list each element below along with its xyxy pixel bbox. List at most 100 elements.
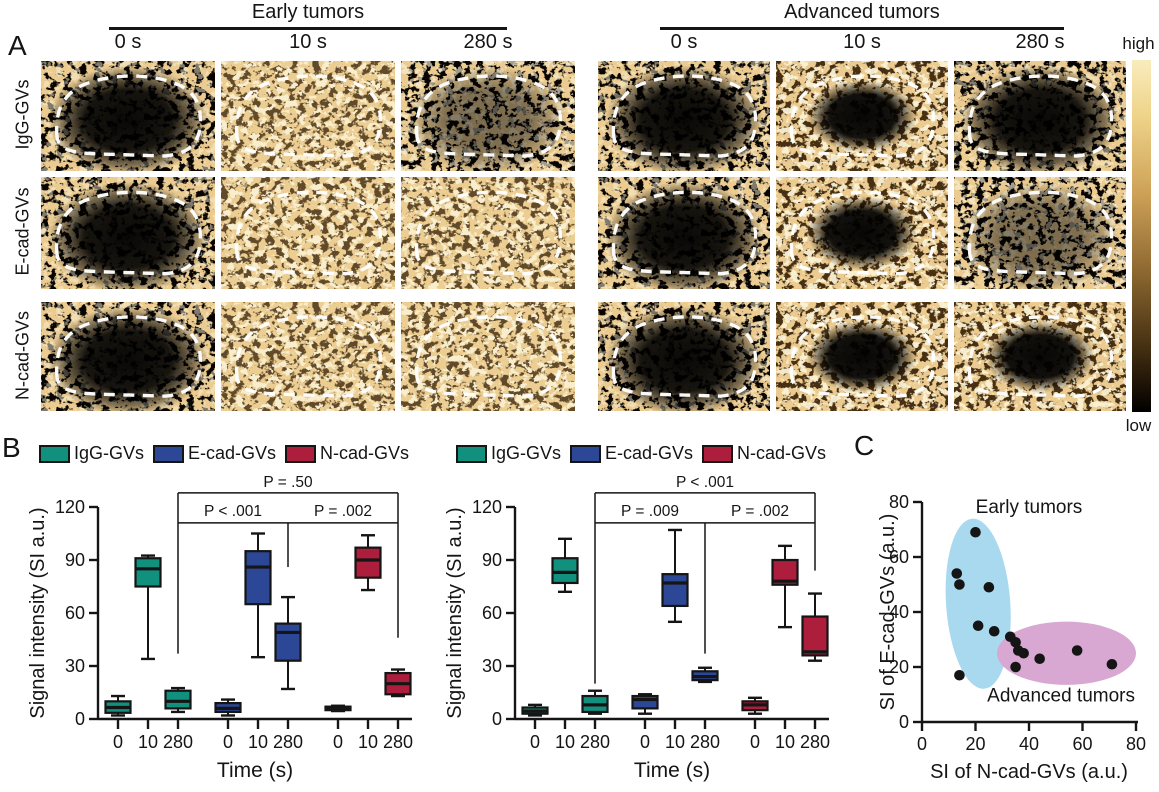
- time-label: 0 s: [670, 31, 698, 53]
- data-point: [954, 669, 965, 681]
- data-point: [954, 579, 965, 590]
- x-tick-label: 280: [800, 732, 830, 752]
- legend-item: IgG-GVs: [455, 443, 561, 464]
- ultrasound-image: [41, 61, 215, 171]
- p-value-label: P < .001: [676, 474, 734, 491]
- x-tick-label: 10: [248, 732, 268, 752]
- tumor-outline: [967, 74, 1114, 158]
- data-point: [988, 625, 1000, 637]
- y-tick-label: 40: [889, 602, 909, 622]
- tumor-outline: [234, 74, 383, 158]
- x-tick-label: 0: [113, 732, 123, 752]
- cluster-label: Advanced tumors: [987, 685, 1135, 706]
- row-label: E-cad-GVs: [12, 187, 33, 276]
- x-tick-label: 0: [917, 734, 927, 754]
- y-axis-label: Signal intensity (SI a.u.): [27, 507, 49, 718]
- x-tick-label: 0: [640, 732, 650, 752]
- p-value-label: P < .001: [204, 503, 262, 520]
- legend-label: E-cad-GVs: [187, 443, 277, 463]
- data-point: [972, 620, 984, 632]
- y-tick-label: 60: [482, 603, 502, 623]
- ultrasound-image: [776, 177, 948, 289]
- y-tick-label: 60: [65, 603, 85, 623]
- group-header-line: [660, 27, 1064, 30]
- box-whisker: [521, 703, 549, 717]
- panel-b-label: B: [2, 432, 21, 463]
- legend-swatch: [152, 444, 184, 463]
- ultrasound-image: [598, 302, 770, 411]
- y-tick-label: 120: [55, 497, 85, 517]
- ultrasound-image: [954, 61, 1126, 171]
- x-tick-label: 0: [333, 732, 343, 752]
- y-tick-label: 80: [889, 492, 909, 512]
- x-tick-label: 10: [775, 732, 795, 752]
- data-point: [951, 568, 963, 579]
- group-header-line: [109, 27, 507, 30]
- y-tick-label: 20: [889, 657, 909, 677]
- x-tick-label: 20: [965, 734, 985, 754]
- box-whisker: [384, 668, 412, 698]
- legend-item: N-cad-GVs: [702, 443, 826, 464]
- ultrasound-image: [221, 61, 395, 171]
- box-whisker: [274, 595, 302, 691]
- legend-item: IgG-GVs: [38, 443, 144, 464]
- time-label: 280 s: [1015, 31, 1065, 53]
- scatter-plot: 0 20 40 60 80 0 20 40 60 80 SI of N-cad-GVs (a.u.)…: [878, 492, 1146, 783]
- x-tick-label: 280: [163, 732, 193, 752]
- box-whisker: [244, 532, 272, 659]
- y-axis-label: Signal intensity (SI a.u.): [444, 507, 466, 718]
- ultrasound-image: [598, 177, 770, 289]
- ultrasound-image: [776, 61, 948, 171]
- data-point: [1034, 653, 1045, 665]
- tumor-outline: [414, 190, 563, 276]
- data-point: [983, 581, 995, 593]
- box-whisker: [134, 554, 162, 661]
- ultrasound-image: [221, 302, 395, 411]
- x-tick-label: 60: [1072, 734, 1092, 754]
- panel-a-label: A: [8, 30, 27, 61]
- time-label: 10 s: [843, 31, 881, 53]
- colorbar-low-label: low: [1125, 416, 1152, 435]
- legend-swatch: [455, 444, 487, 463]
- group-header: Early tumors: [251, 1, 365, 23]
- legend-label: IgG-GVs: [73, 443, 144, 463]
- legend-label: IgG-GVs: [490, 443, 561, 463]
- box-whisker: [551, 537, 579, 594]
- tumor-outline: [414, 74, 563, 158]
- tumor-outline: [611, 74, 758, 158]
- row-label: IgG-GVs: [12, 79, 33, 150]
- ultrasound-image: [776, 302, 948, 411]
- colorbar: [1132, 60, 1151, 412]
- panel-c-label: C: [854, 430, 875, 461]
- data-point: [1106, 658, 1118, 670]
- x-tick-label: 0: [530, 732, 540, 752]
- legend-swatch: [569, 444, 601, 463]
- box-whisker: [691, 666, 719, 684]
- legend-swatch: [38, 444, 70, 463]
- tumor-outline: [967, 315, 1114, 398]
- x-tick-label: 280: [690, 732, 720, 752]
- box-whisker: [324, 704, 352, 713]
- y-tick-label: 30: [482, 656, 502, 676]
- p-value-label: P = .002: [731, 503, 789, 520]
- x-tick-label: 80: [1126, 734, 1146, 754]
- y-tick-label: 0: [492, 709, 502, 729]
- x-tick-label: 10: [138, 732, 158, 752]
- x-tick-label: 0: [223, 732, 233, 752]
- y-axis-label: SI of E-cad-GVs (a.u.): [878, 514, 899, 711]
- group-header: Advanced tumors: [784, 1, 940, 23]
- legend-swatch: [702, 444, 734, 463]
- tumor-outline: [789, 74, 936, 158]
- data-point: [1018, 647, 1029, 659]
- y-tick-label: 90: [482, 550, 502, 570]
- tumor-outline: [234, 190, 383, 276]
- legend-item: N-cad-GVs: [285, 443, 409, 464]
- x-tick-label: 10: [555, 732, 575, 752]
- time-label: 0 s: [114, 31, 142, 53]
- box-whisker: [164, 686, 192, 714]
- data-point: [970, 526, 981, 538]
- legend-label: E-cad-GVs: [604, 443, 694, 463]
- legend-swatch: [285, 444, 317, 463]
- colorbar-high-label: high: [1122, 34, 1155, 53]
